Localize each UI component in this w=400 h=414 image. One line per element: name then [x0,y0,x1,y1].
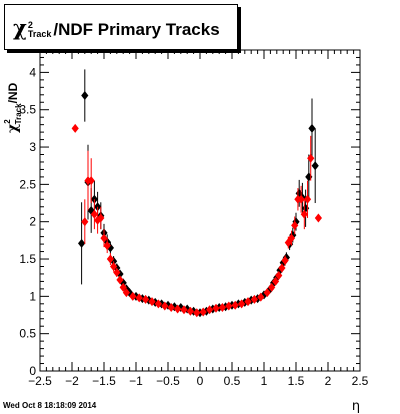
data-point-red [81,217,89,227]
data-point-red [110,261,118,271]
data-point-red [291,220,299,230]
data-point-red [206,305,214,315]
data-point-black [81,91,89,101]
data-point-red [281,256,289,266]
data-point-black [311,161,319,171]
x-tick-label: 1 [261,374,268,388]
data-point-red [314,213,322,223]
y-tick-label: 2.5 [19,177,36,191]
y-tick-label: 1 [29,289,36,303]
axes: −2.5 −2 −1.5 −1 −0.5 0 0.5 1 1.5 2 2.5 0 0.5 1 1.5 2 2.5… [19,49,369,388]
x-tick-label: −2.5 [28,374,52,388]
y-tick-label: 4 [29,65,36,79]
data-point-red [97,213,105,223]
x-tick-label: −1 [129,374,143,388]
title-sup: 2 [27,20,33,31]
title-sup-sub: 2 Track [28,21,52,39]
data-point-red [90,209,98,219]
data-point-red [244,297,252,307]
data-point-red [199,307,207,317]
data-point-red [212,303,220,313]
x-tick-label: −1.5 [92,374,116,388]
x-tick-label: 0.5 [224,374,241,388]
data-point-red [87,176,95,186]
x-tick-label: 2.5 [352,374,369,388]
data-point-red [300,209,308,219]
timestamp: Wed Oct 8 18:18:09 2014 [3,401,97,410]
data-point-red [129,291,137,301]
x-tick-label: −0.5 [156,374,180,388]
title-rest: /NDF Primary Tracks [53,19,220,39]
x-tick-label: −2 [65,374,79,388]
data-point-red [287,233,296,243]
data-point-red [271,276,280,286]
data-point-red [180,305,188,315]
data-point-red [275,270,283,280]
y-axis-label: χ2 Track/ND [3,82,23,133]
data-point-red [106,254,114,264]
data-point-red [174,304,182,314]
data-point-red [225,301,233,311]
data-point-red [119,282,127,292]
data-point-red [161,301,169,311]
x-tick-label: 1.5 [288,374,305,388]
data-point-red [238,299,246,309]
y-tick-label: 0.5 [19,327,36,341]
data-point-red [303,194,312,204]
data-point-red [100,233,108,243]
data-point-black [308,123,316,133]
data-point-red [148,297,156,307]
data-point-red [231,300,239,310]
data-point-red [116,275,124,285]
data-point-black [305,172,313,182]
data-point-red [154,299,162,309]
y-tick-label: 3 [29,140,36,154]
data-point-red [186,306,194,316]
title-sub: Track [27,29,52,40]
data-point-red [122,288,130,298]
data-point-red [278,263,286,273]
data-point-red [263,288,271,298]
data-point-red [307,153,315,163]
data-point-red [193,308,201,318]
data-point-red [167,303,175,313]
data-point-red [103,241,111,251]
title-box: χ 2 Track/NDF Primary Tracks [4,4,238,50]
data-point-red [71,123,79,133]
data-point-black [302,203,310,213]
chi-symbol: χ [13,14,27,40]
y-tick-label: 3.5 [19,103,36,117]
data-point-red [218,303,226,313]
data-point-black [282,253,290,263]
x-tick-label: 2 [325,374,332,388]
y-tick-label: 0 [29,364,36,378]
data-point-red [257,292,265,302]
x-axis-label: η [352,399,360,414]
data-point-black [78,238,86,248]
data-point-red [297,194,305,204]
y-tick-label: 2 [29,215,36,229]
data-point-red [135,293,143,303]
data-point-red [113,267,121,277]
data-point-red [268,282,276,292]
data-point-red [142,294,150,304]
x-tick-label: 0 [197,374,204,388]
data-point-red [250,294,258,304]
chart-title: χ 2 Track/NDF Primary Tracks [13,15,220,40]
y-tick-label: 1.5 [19,252,36,266]
data-point-black [116,269,124,279]
data-points [71,69,322,318]
